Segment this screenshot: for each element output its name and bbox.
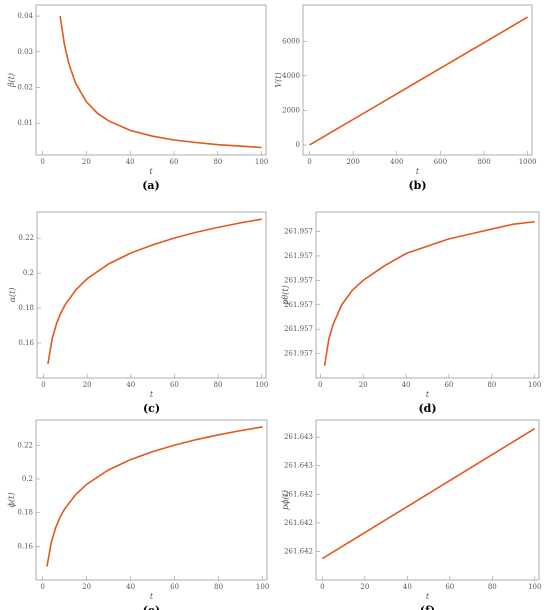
plot-frame: [315, 419, 540, 581]
y-tick-label: 261.642: [284, 547, 313, 555]
x-tick-label: 0: [320, 583, 324, 591]
y-axis-label: pϕ(t): [281, 490, 290, 510]
plot-frame: [35, 4, 267, 156]
x-tick-label: 0: [307, 158, 311, 166]
x-tick-label: 20: [360, 583, 369, 591]
y-tick-label: 0.03: [17, 48, 33, 56]
x-axis-label: t: [426, 390, 430, 399]
x-tick-label: 0: [40, 158, 44, 166]
x-tick-label: 100: [255, 158, 268, 166]
y-tick-label: 0: [296, 141, 300, 149]
x-tick-label: 80: [488, 583, 497, 591]
x-tick-label: 20: [82, 158, 91, 166]
line: [309, 16, 529, 146]
x-tick-label: 20: [82, 583, 91, 591]
caption: (d): [418, 402, 436, 415]
y-axis-label: β(t): [7, 73, 16, 88]
y-tick-label: 0.04: [17, 12, 33, 20]
x-tick-label: 200: [346, 158, 359, 166]
x-axis-label: t: [149, 167, 153, 176]
y-axis-label: V(t): [274, 72, 283, 87]
y-tick-label: 261.957: [284, 228, 313, 236]
x-tick-label: 40: [126, 381, 135, 389]
line: [321, 427, 536, 560]
x-tick-label: 80: [487, 381, 496, 389]
y-tick-label: 261.957: [284, 325, 313, 333]
x-tick-label: 60: [170, 381, 179, 389]
y-axis-label: ϕ(t): [7, 493, 16, 508]
x-tick-label: 20: [83, 381, 92, 389]
x-axis-label: t: [150, 592, 154, 601]
caption: (a): [142, 179, 160, 192]
y-axis-label: pθ(t): [281, 285, 290, 304]
x-tick-label: 60: [170, 583, 179, 591]
y-tick-label: 261.643: [284, 433, 313, 441]
y-tick-label: 261.957: [284, 350, 313, 358]
x-tick-label: 1000: [519, 158, 537, 166]
x-tick-label: 40: [126, 583, 135, 591]
y-tick-label: 4000: [282, 72, 300, 80]
x-tick-label: 80: [213, 158, 222, 166]
x-tick-label: 60: [445, 583, 454, 591]
x-tick-label: 800: [477, 158, 490, 166]
plot-frame: [315, 211, 540, 379]
plot-frame: [35, 419, 268, 581]
x-tick-label: 100: [255, 381, 268, 389]
x-tick-label: 400: [390, 158, 403, 166]
x-tick-label: 0: [40, 583, 44, 591]
x-tick-label: 100: [528, 583, 541, 591]
x-tick-label: 100: [528, 381, 541, 389]
y-tick-label: 261.957: [284, 301, 313, 309]
y-tick-label: 0.01: [17, 119, 33, 127]
y-tick-label: 2000: [282, 106, 300, 114]
y-tick-label: 0.02: [17, 84, 33, 92]
x-tick-label: 40: [402, 381, 411, 389]
x-tick-label: 0: [318, 381, 322, 389]
y-tick-label: 261.957: [284, 252, 313, 260]
x-tick-label: 80: [214, 583, 223, 591]
y-tick-label: 261.957: [284, 276, 313, 284]
y-tick-label: 0.16: [18, 339, 34, 347]
y-tick-label: 6000: [282, 37, 300, 45]
y-tick-label: 261.642: [284, 490, 313, 498]
x-tick-label: 40: [126, 158, 135, 166]
line: [59, 15, 262, 149]
line: [323, 220, 535, 366]
x-tick-label: 60: [444, 381, 453, 389]
x-axis-label: t: [416, 167, 420, 176]
x-tick-label: 600: [434, 158, 447, 166]
line: [47, 218, 262, 365]
y-tick-label: 0.16: [17, 542, 33, 550]
caption: (e): [143, 604, 160, 610]
y-tick-label: 0.2: [23, 269, 34, 277]
x-tick-label: 20: [359, 381, 368, 389]
x-tick-label: 40: [403, 583, 412, 591]
caption: (c): [143, 402, 160, 415]
caption: (f): [420, 604, 435, 610]
x-axis-label: t: [150, 390, 154, 399]
y-tick-label: 0.22: [18, 234, 34, 242]
y-tick-label: 0.18: [18, 304, 34, 312]
x-tick-label: 0: [41, 381, 45, 389]
x-axis-label: t: [426, 592, 430, 601]
x-tick-label: 80: [214, 381, 223, 389]
x-tick-label: 100: [256, 583, 269, 591]
y-tick-label: 261.643: [284, 462, 313, 470]
y-tick-label: 0.2: [22, 475, 33, 483]
caption: (b): [408, 179, 426, 192]
plot-frame: [36, 211, 267, 379]
y-tick-label: 0.18: [17, 509, 33, 517]
y-axis-label: α(t): [8, 288, 17, 303]
line: [46, 426, 263, 567]
x-tick-label: 60: [170, 158, 179, 166]
y-tick-label: 261.642: [284, 519, 313, 527]
y-tick-label: 0.22: [17, 441, 33, 449]
plot-frame: [302, 4, 533, 156]
